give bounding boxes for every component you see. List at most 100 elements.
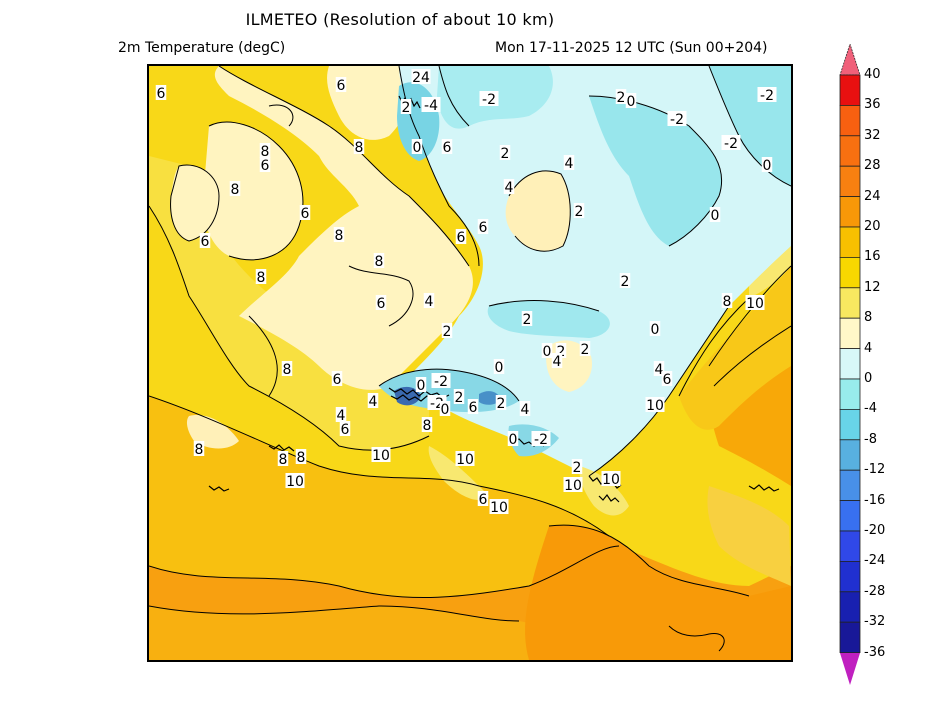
contour-label: 8 [195,442,204,458]
colorbar-tick-label: 0 [864,371,873,386]
colorbar [838,42,864,693]
contour-label: 6 [469,400,478,416]
colorbar-segment-16_20 [839,226,861,258]
colorbar-segment-20_24 [839,196,861,228]
contour-label: 4 [655,362,664,378]
contour-label: 2 [455,390,464,406]
region-20-24-north-africa [149,606,579,660]
region-m4-0-carpathians [487,300,610,338]
contour-label: 6 [301,206,310,222]
contour-label: 0 [711,208,720,224]
contour-label: 8 [423,418,432,434]
contour-label: 10 [602,472,620,488]
contour-label: 6 [479,492,488,508]
colorbar-tick-label: -12 [864,462,886,478]
contour-label: 6 [341,422,350,438]
colorbar-tick-label: 36 [864,97,881,113]
region-4-8-uk [202,122,303,260]
contour-label: 6 [443,140,452,156]
contour-label: 10 [646,398,664,414]
colorbar-segment-32_36 [839,105,861,137]
colorbar-tick-label: 32 [864,127,881,143]
contour-label: 8 [279,452,288,468]
contour-label: 0 [543,344,552,360]
contour-label: 4 [553,354,562,370]
colorbar-tick-label: -8 [864,431,877,447]
colorbar-tick-label: 4 [864,340,873,356]
contour-label: 8 [723,294,732,310]
colorbar-segment-8_12 [839,287,861,319]
chart-title: ILMETEO (Resolution of about 10 km) [245,10,555,29]
contour-label: 4 [337,408,346,424]
contour-label: 4 [505,180,514,196]
contour-label: 0 [413,140,422,156]
contour-label: -2 [434,374,448,390]
contour-label: 2 [501,146,510,162]
colorbar-segment-24_28 [839,165,861,197]
colorbar-segment-m32_m28 [839,591,861,623]
region-baltic-4-8 [505,170,571,252]
valid-time-label: Mon 17-11-2025 12 UTC (Sun 00+204) [495,40,768,56]
colorbar-upper-arrow [839,42,861,76]
contour-label: 2 [523,312,532,328]
contour-label: 8 [231,182,240,198]
colorbar-tick-label: -28 [864,583,886,599]
region-4-8-ireland [170,165,219,241]
contour-label: 2 [581,342,590,358]
contour-label: 6 [337,78,346,94]
contour-label: 8 [261,144,270,160]
region-anatolia [707,486,791,586]
contour-label: 8 [257,270,266,286]
contour-label: 6 [377,296,386,312]
contour-label: 2 [402,100,411,116]
contour-label: 10 [456,452,474,468]
contour-label: 6 [201,234,210,250]
colorbar-tick-label: -32 [864,614,886,630]
colorbar-tick-label: 12 [864,279,881,295]
colorbar-tick-label: 8 [864,310,873,326]
colorbar-segment-m4_0 [839,378,861,410]
colorbar-tick-label: -16 [864,492,886,508]
contour-label: 2 [497,396,506,412]
contour-label: 8 [355,140,364,156]
colorbar-tick-label: -36 [864,644,886,660]
contour-label: 2 [575,204,584,220]
colorbar-tick-label: 24 [864,188,881,204]
contour-label: 10 [490,500,508,516]
contour-label: 24 [412,70,430,86]
contour-label: 6 [333,372,342,388]
colorbar-segment-m36_m32 [839,621,861,654]
contour-label: 6 [457,230,466,246]
colorbar-segments [839,74,861,654]
contour-label: 0 [417,378,426,394]
contour-label: 10 [286,474,304,490]
contour-label: 0 [441,402,450,418]
colorbar-tick-label: -4 [864,401,877,417]
contour-label: 8 [297,450,306,466]
region-apennines [428,446,489,501]
colorbar-segment-m16_m12 [839,469,861,502]
colorbar-segment-m12_m8 [839,439,861,471]
colorbar-tick-label: 28 [864,158,881,174]
colorbar-segment-m24_m20 [839,530,861,562]
contour-label: -2 [724,136,738,152]
colorbar-tick-label: -24 [864,553,886,569]
contour-label: 6 [663,372,672,388]
contour-label: 6 [261,158,270,174]
contour-label: -2 [670,112,684,128]
contour-label: 2 [557,344,566,360]
contour-label: 6 [479,220,488,236]
variable-label: 2m Temperature (degC) [118,40,286,56]
contour-label: -2 [482,92,496,108]
contour-label: -2 [534,432,548,448]
colorbar-segment-0_4 [839,348,861,380]
temperature-map: 6 6 8 24 2 -4 0 6 -2 2 0 -2 -2 -2 0 0 8 6 8 6 6 8 8 8 2 4 4 2 6 6 6 4 2 2… [147,64,793,662]
colorbar-segment-m28_m24 [839,561,861,593]
contour-label: 4 [521,402,530,418]
region-m4-0-russia [589,96,722,246]
colorbar-segment-28_32 [839,135,861,167]
contour-label: 4 [565,156,574,172]
contour-label: 0 [509,432,518,448]
colorbar-tick-label: 40 [864,67,881,82]
contour-label: -2 [760,88,774,104]
